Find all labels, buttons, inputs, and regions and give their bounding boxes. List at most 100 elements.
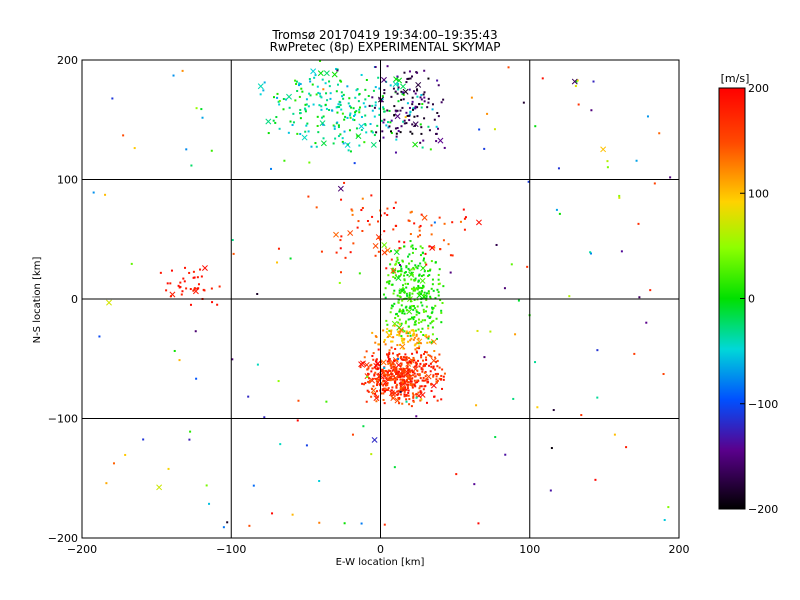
data-point: [411, 132, 414, 135]
data-point: [389, 379, 392, 382]
data-point-x-marker: [415, 81, 422, 88]
data-point: [576, 79, 579, 82]
data-point: [309, 80, 312, 83]
data-point: [435, 317, 438, 320]
data-point: [403, 290, 406, 293]
data-point: [368, 379, 371, 382]
data-point: [429, 322, 432, 325]
data-point: [438, 282, 441, 285]
data-point: [276, 261, 279, 264]
data-point: [374, 392, 377, 395]
colorbar-tick-label: 0: [748, 293, 755, 306]
data-point: [405, 358, 408, 361]
data-point: [368, 223, 371, 226]
data-point: [407, 77, 410, 80]
data-point: [311, 83, 314, 86]
y-tick-label: 100: [57, 174, 78, 187]
data-point-x-marker: [395, 362, 402, 368]
data-point: [412, 374, 415, 377]
data-point: [411, 316, 414, 319]
data-point: [429, 370, 432, 373]
data-point: [393, 302, 396, 305]
data-point: [399, 372, 402, 375]
data-point: [391, 386, 394, 389]
data-point: [425, 297, 428, 300]
data-point: [338, 281, 341, 284]
data-point: [405, 332, 408, 335]
data-point: [398, 318, 401, 321]
data-point: [405, 266, 408, 269]
data-point: [420, 385, 423, 388]
data-point: [390, 340, 393, 343]
data-point: [380, 370, 383, 373]
data-point: [408, 269, 411, 272]
data-point: [440, 311, 443, 314]
data-point: [419, 141, 422, 144]
data-point: [420, 98, 423, 101]
data-point: [299, 83, 302, 86]
data-point: [412, 108, 415, 111]
data-point: [416, 71, 419, 74]
data-point: [363, 356, 366, 359]
data-point: [435, 132, 438, 135]
data-point: [397, 100, 400, 103]
data-point: [393, 359, 396, 362]
data-point: [418, 226, 421, 229]
data-point: [397, 397, 400, 400]
data-point: [316, 124, 319, 127]
data-point: [270, 167, 273, 170]
data-point: [431, 308, 434, 311]
data-point: [394, 127, 397, 130]
data-point: [296, 89, 299, 92]
data-point: [405, 398, 408, 401]
data-point: [420, 320, 423, 323]
data-point: [372, 89, 375, 92]
data-point: [398, 323, 401, 326]
data-point: [416, 347, 419, 350]
data-point: [589, 251, 592, 254]
data-point: [366, 389, 369, 392]
x-tick-label: 0: [377, 543, 384, 556]
data-point-x-marker: [429, 244, 436, 251]
data-point: [375, 378, 378, 381]
data-point: [373, 106, 376, 109]
data-point-x-marker: [347, 230, 354, 236]
data-point: [436, 379, 439, 382]
data-point: [549, 489, 552, 492]
data-point: [334, 137, 337, 140]
data-point: [333, 125, 336, 128]
data-point: [367, 95, 370, 98]
data-point: [527, 180, 530, 183]
data-point: [289, 257, 292, 260]
data-point: [413, 344, 416, 347]
data-point: [351, 433, 354, 436]
data-point: [277, 247, 280, 250]
data-point: [396, 127, 399, 130]
data-point: [407, 332, 410, 335]
data-point: [421, 370, 424, 373]
data-point: [398, 390, 401, 393]
data-point: [386, 384, 389, 387]
data-point: [382, 107, 385, 110]
data-point: [425, 310, 428, 313]
data-point: [349, 150, 352, 153]
data-point: [430, 287, 433, 290]
data-point: [434, 372, 437, 375]
data-point: [403, 375, 406, 378]
data-point: [394, 269, 397, 272]
data-point: [431, 108, 434, 111]
data-point: [645, 321, 648, 324]
data-point: [185, 148, 188, 151]
data-point: [177, 284, 180, 287]
data-point: [436, 365, 439, 368]
data-point: [195, 107, 198, 110]
data-point: [414, 107, 417, 110]
data-point: [403, 338, 406, 341]
data-point: [276, 96, 279, 99]
data-point: [358, 92, 361, 95]
data-point: [388, 280, 391, 283]
data-point: [275, 116, 278, 119]
data-point: [321, 116, 324, 119]
data-point: [413, 124, 416, 127]
data-point: [393, 365, 396, 368]
